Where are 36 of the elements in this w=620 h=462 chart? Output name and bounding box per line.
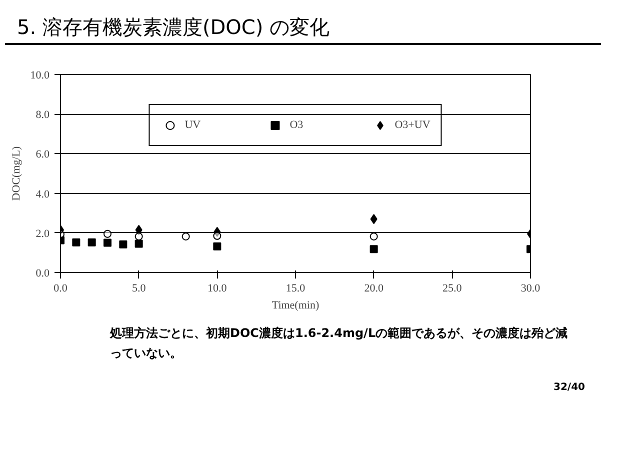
x-tick-label: 30.0 [520,282,541,294]
x-tick-label: 10.0 [208,282,228,294]
legend-label: O3 [290,119,304,131]
x-tick-label: 0.0 [54,282,68,294]
point [370,232,378,240]
y-tick-label: 6.0 [36,148,50,161]
x-tick-label: 20.0 [364,282,384,294]
x-tick-label: 25.0 [442,282,462,294]
point [104,230,112,238]
y-axis-title: DOC(mg/L) [10,146,22,201]
y-tick-label: 8.0 [36,109,50,122]
point [88,238,96,246]
legend-label: UV [184,119,202,131]
point [370,245,378,254]
legend-label: O3+UV [394,119,430,131]
point [134,240,143,248]
x-tick-label: 15.0 [286,282,306,294]
point [213,232,222,240]
point [213,242,222,250]
point [214,226,221,237]
point [370,214,378,224]
chart-title: 5. 溶存有機炭素濃度(DOC) の変化 [17,14,330,41]
text: 処理方法ごとに、初期DOC濃度は1.6-2.4mg/Lの範囲であるが、その濃度は殆ど減っていない。 [110,325,569,362]
y-tick-label: 10.0 [30,70,50,82]
x-tick-label: 5.0 [132,282,146,294]
point [104,238,112,247]
point [135,224,142,235]
y-tick-label: 4.0 [36,188,50,200]
point [72,238,80,246]
point [182,232,190,240]
point [119,240,128,248]
x-axis-title: Time(min) [272,300,320,312]
y-tick-label: 0.0 [36,268,50,280]
y-tick-label: 2.0 [36,228,50,240]
point [134,232,143,240]
text: 32/40 [554,381,585,395]
